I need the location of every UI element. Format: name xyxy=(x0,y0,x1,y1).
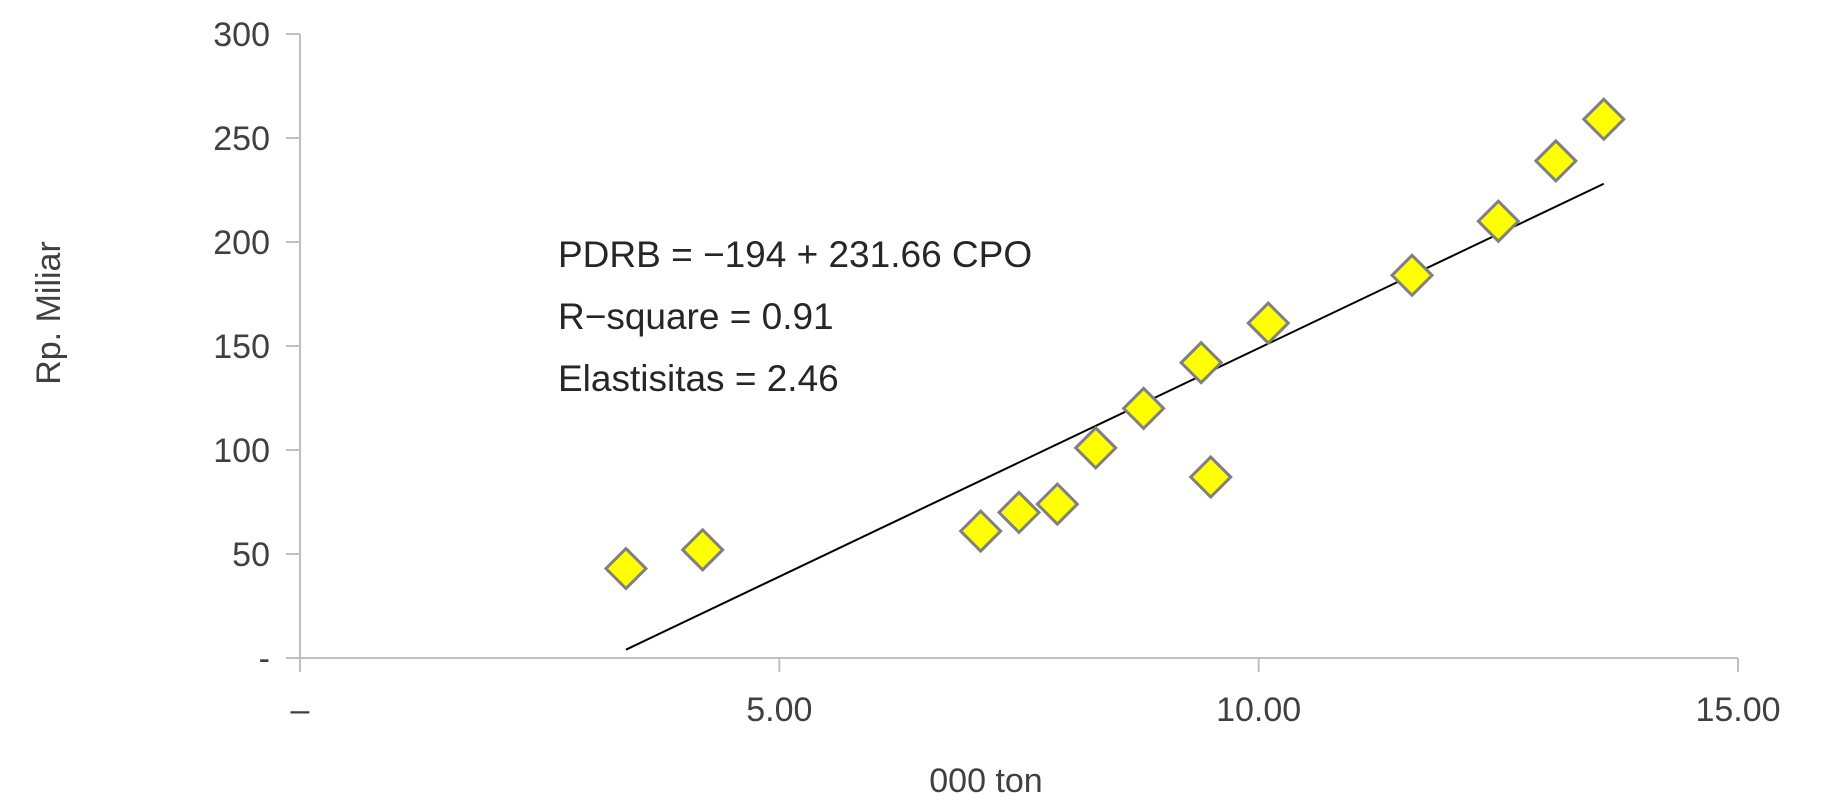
data-point xyxy=(1533,138,1578,184)
data-point xyxy=(1476,199,1521,244)
data-point xyxy=(603,546,649,591)
equation-annotation: PDRB = −194 + 231.66 CPO xyxy=(558,234,1032,275)
trendline xyxy=(625,182,1605,651)
data-point xyxy=(1179,340,1224,385)
data-point xyxy=(1188,454,1233,500)
data-point xyxy=(680,527,725,572)
y-tick-label: 200 xyxy=(213,224,270,262)
y-axis-title: Rp. Miliar xyxy=(30,241,68,385)
points-layer xyxy=(603,97,1626,591)
data-point xyxy=(1581,97,1626,142)
x-tick-label: 15.00 xyxy=(1695,691,1780,729)
data-point xyxy=(996,490,1042,535)
axes xyxy=(286,34,1738,659)
x-ticks: – 5.00 10.00 15.00 xyxy=(291,658,1781,729)
y-tick-label: - xyxy=(259,640,270,678)
x-axis-title: 000 ton xyxy=(929,762,1042,800)
x-tick-label: 5.00 xyxy=(746,691,812,729)
data-point xyxy=(958,508,1003,554)
data-point xyxy=(1246,300,1291,346)
y-tick-label: 150 xyxy=(213,328,270,366)
x-tick-label: – xyxy=(291,691,310,729)
data-point xyxy=(1073,425,1118,471)
elasticity-annotation: Elastisitas = 2.46 xyxy=(558,358,839,399)
x-tick-label: 10.00 xyxy=(1216,691,1301,729)
data-point xyxy=(1035,481,1080,527)
r-square-annotation: R−square = 0.91 xyxy=(558,296,834,337)
y-tick-label: 100 xyxy=(213,432,270,470)
y-tick-label: 250 xyxy=(213,120,270,158)
trendline-layer xyxy=(625,182,1605,651)
y-ticks: - 50 100 150 200 250 300 xyxy=(213,16,300,678)
y-tick-label: 300 xyxy=(213,16,270,54)
y-tick-label: 50 xyxy=(232,536,270,574)
data-point xyxy=(1389,253,1435,298)
data-point xyxy=(1121,386,1166,431)
